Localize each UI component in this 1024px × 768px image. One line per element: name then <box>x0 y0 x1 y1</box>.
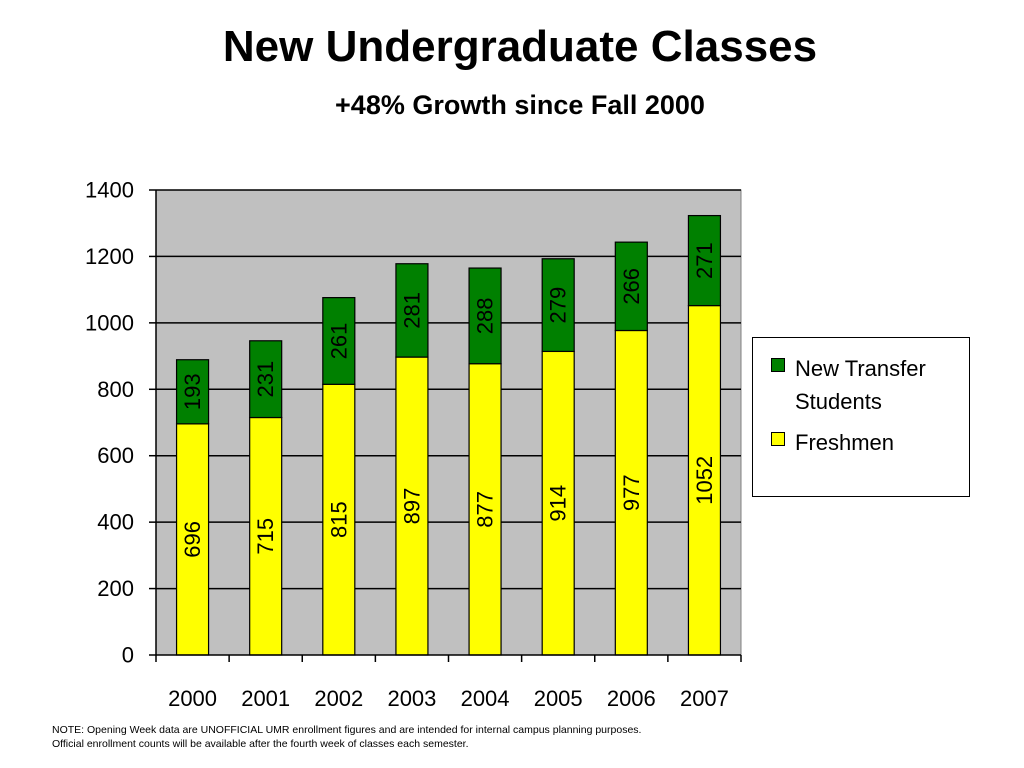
legend-label-transfer: New Transfer Students <box>795 356 926 414</box>
footnote-line-2: Official enrollment counts will be avail… <box>52 738 469 750</box>
data-label-transfer-2004: 288 <box>473 298 498 335</box>
data-label-freshmen-2000: 696 <box>180 521 205 558</box>
legend-swatch-freshmen <box>771 432 785 446</box>
chart-title: New Undergraduate Classes <box>222 22 818 71</box>
bar-transfer-2002 <box>322 297 356 385</box>
legend-swatch-transfer <box>771 358 785 372</box>
bar-transfer-2005 <box>541 258 575 353</box>
x-tick-label-2007: 2007 <box>680 686 729 711</box>
x-tick-label-2005: 2005 <box>534 686 583 711</box>
bar-transfer-2001 <box>249 340 283 419</box>
data-label-transfer-2003: 281 <box>399 292 424 329</box>
legend-item-transfer: New Transfer Students <box>771 352 965 418</box>
chart-subtitle: +48% Growth since Fall 2000 <box>335 90 705 120</box>
bar-transfer-2003 <box>395 263 429 358</box>
y-tick-label-400: 400 <box>97 510 134 535</box>
data-label-transfer-2002: 261 <box>326 323 351 360</box>
plot-area <box>155 189 742 656</box>
data-label-transfer-2001: 231 <box>253 361 278 398</box>
x-tick-label-2004: 2004 <box>461 686 510 711</box>
bar-freshmen-2006 <box>614 329 648 656</box>
bar-transfer-2006 <box>614 241 648 332</box>
y-tick-label-1400: 1400 <box>85 178 134 203</box>
data-label-transfer-2007: 271 <box>692 242 717 279</box>
data-label-freshmen-2001: 715 <box>253 518 278 555</box>
data-label-transfer-2000: 193 <box>180 373 205 410</box>
y-tick-label-600: 600 <box>97 443 134 468</box>
y-tick-label-0: 0 <box>122 643 134 668</box>
footnote: NOTE: Opening Week data are UNOFFICIAL U… <box>52 723 752 751</box>
legend-item-freshmen: Freshmen <box>771 426 965 459</box>
data-label-freshmen-2004: 877 <box>473 491 498 528</box>
data-label-transfer-2005: 279 <box>546 287 571 324</box>
x-tick-label-2001: 2001 <box>241 686 290 711</box>
data-label-freshmen-2006: 977 <box>619 474 644 511</box>
x-tick-label-2003: 2003 <box>387 686 436 711</box>
data-label-freshmen-2005: 914 <box>546 485 571 522</box>
x-tick-label-2002: 2002 <box>314 686 363 711</box>
bar-transfer-2000 <box>175 359 210 425</box>
footnote-line-1: NOTE: Opening Week data are UNOFFICIAL U… <box>52 724 642 736</box>
bar-freshmen-2002 <box>322 383 356 656</box>
y-tick-label-1000: 1000 <box>85 310 134 335</box>
y-tick-label-1200: 1200 <box>85 244 134 269</box>
bar-transfer-2004 <box>468 267 502 365</box>
bar-transfer-2007 <box>687 214 722 307</box>
data-label-freshmen-2003: 897 <box>399 488 424 525</box>
x-tick-label-2000: 2000 <box>168 686 217 711</box>
y-tick-label-800: 800 <box>97 377 134 402</box>
data-label-freshmen-2007: 1052 <box>692 456 717 505</box>
y-tick-label-200: 200 <box>97 576 134 601</box>
x-tick-label-2006: 2006 <box>607 686 656 711</box>
data-label-freshmen-2002: 815 <box>326 501 351 538</box>
legend-label-freshmen: Freshmen <box>795 430 895 455</box>
chart-legend: New Transfer Students Freshmen <box>752 337 970 497</box>
data-label-transfer-2006: 266 <box>619 268 644 305</box>
stacked-bar-chart: 6961932000715231200181526120028972812003… <box>85 178 742 711</box>
